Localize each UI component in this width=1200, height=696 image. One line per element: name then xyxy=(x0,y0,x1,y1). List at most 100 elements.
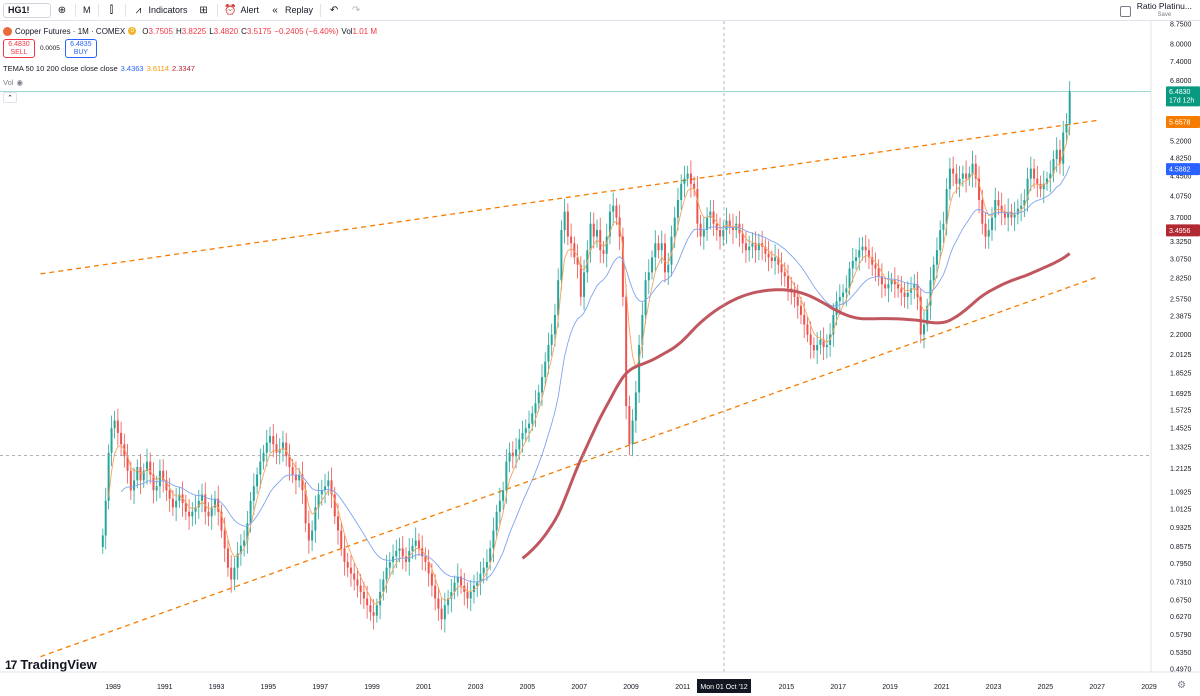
trendlines[interactable] xyxy=(40,119,1098,658)
candle-body xyxy=(155,486,158,491)
candle xyxy=(693,176,696,197)
alert-button[interactable]: ⏰ Alert xyxy=(220,0,265,21)
price-tick-label: 1.0925 xyxy=(1170,489,1192,496)
indicator-legend[interactable]: TEMA 50 10 200 close close close 3.4363 … xyxy=(3,62,377,74)
candle-body xyxy=(961,173,964,179)
sell-button[interactable]: 6.4830 SELL xyxy=(3,39,35,58)
layout-name[interactable]: Ratio Platinu... Save xyxy=(1119,2,1192,20)
tradingview-logo[interactable]: 17 TradingView xyxy=(5,657,97,672)
candle xyxy=(145,448,148,485)
candle-body xyxy=(311,530,314,541)
candle-body xyxy=(333,494,336,517)
price-tick-label: 2.8250 xyxy=(1170,276,1192,283)
candle-body xyxy=(696,189,699,224)
time-tick-label: 1999 xyxy=(364,684,380,691)
indicator-value-3: 2.3347 xyxy=(172,63,195,73)
candle xyxy=(994,187,997,231)
price-axis[interactable]: 8.7500 8.0000 7.4000 6.8000 5.2000 4.8250 4.45… xyxy=(1150,21,1200,696)
candle xyxy=(476,571,479,598)
candle xyxy=(165,470,168,501)
candle-body xyxy=(142,470,145,481)
candle-body xyxy=(171,498,174,508)
candle xyxy=(657,235,660,259)
close-key: C xyxy=(241,26,247,36)
symbol-search[interactable]: HG1! xyxy=(3,2,51,18)
candle xyxy=(900,276,903,306)
price-chart[interactable]: Mon 01 Oct '121.2835 8.7500 8.0000 7.4000 6… xyxy=(0,21,1200,696)
candle-body xyxy=(842,292,845,297)
buy-button[interactable]: 6.4835 BUY xyxy=(64,39,97,58)
candle xyxy=(443,592,446,633)
candle-body xyxy=(799,305,802,315)
candle xyxy=(333,487,336,525)
market-status-badge[interactable]: D xyxy=(128,27,137,35)
candle xyxy=(926,298,929,332)
candle-body xyxy=(395,550,398,557)
redo-button[interactable]: ↷ xyxy=(345,0,367,21)
candle-body xyxy=(388,561,391,568)
candle xyxy=(887,271,890,303)
candle-body xyxy=(259,461,262,475)
candle-body xyxy=(884,284,887,289)
candle xyxy=(246,510,249,554)
time-tick-label: 1997 xyxy=(312,684,328,691)
candle-body xyxy=(706,217,709,231)
candle-body xyxy=(518,439,521,450)
chart-type-button[interactable]: ⫿ xyxy=(101,0,123,21)
candle xyxy=(683,165,686,198)
candle-body xyxy=(210,507,213,517)
candle-body xyxy=(337,516,340,531)
candle-body xyxy=(974,163,977,179)
candle xyxy=(974,155,977,188)
undo-button[interactable]: ↶ xyxy=(323,0,345,21)
candle-body xyxy=(540,377,543,393)
candle-body xyxy=(362,591,365,599)
candle-body xyxy=(1039,183,1042,190)
candle xyxy=(502,481,505,510)
candle-body xyxy=(252,486,255,501)
open-key: O xyxy=(142,26,149,36)
candle xyxy=(460,568,463,594)
candle xyxy=(456,563,459,597)
candle xyxy=(634,380,637,433)
candle-body xyxy=(903,292,906,297)
collapse-legend-button[interactable]: ⌃ xyxy=(3,92,17,103)
candle-body xyxy=(1052,159,1055,174)
candle-body xyxy=(372,612,375,616)
candle xyxy=(210,494,213,530)
candle-body xyxy=(596,230,599,237)
candle xyxy=(307,510,310,554)
replay-button[interactable]: « Replay xyxy=(264,0,318,21)
candle-body xyxy=(165,480,168,491)
time-axis[interactable]: 1989 1991 1993 1995 1997 1999 2001 2003 2005 2007… xyxy=(0,671,1200,691)
chart-settings-button[interactable]: ⚙ xyxy=(1177,680,1186,691)
indicator-value-2: 3.6114 xyxy=(146,63,169,73)
interval-button[interactable]: M xyxy=(78,0,96,21)
candle-body xyxy=(997,200,1000,206)
layouts-button[interactable]: ⊞ xyxy=(193,0,215,21)
candle-body xyxy=(317,494,320,508)
candle xyxy=(236,542,239,580)
candle xyxy=(583,259,586,311)
candle xyxy=(987,218,990,249)
candle-body xyxy=(107,452,110,501)
candle xyxy=(855,249,858,270)
candle-body xyxy=(346,561,349,568)
candle-body xyxy=(492,530,495,549)
candle xyxy=(968,166,971,186)
candle xyxy=(1049,160,1052,193)
candle-body xyxy=(175,500,178,508)
candle-body xyxy=(301,474,304,491)
candle xyxy=(699,214,702,246)
candle xyxy=(741,223,744,254)
candle xyxy=(269,426,272,453)
volume-legend[interactable]: Vol ◉ xyxy=(3,76,377,88)
eye-icon[interactable]: ◉ xyxy=(16,77,23,87)
candle-body xyxy=(230,567,233,580)
candle-body xyxy=(430,573,433,586)
price-tick-label: 0.5790 xyxy=(1170,632,1192,639)
candle-body xyxy=(330,480,333,495)
candle-body xyxy=(398,548,401,551)
indicators-button[interactable]: ⩘ Indicators xyxy=(128,0,193,21)
add-symbol-button[interactable]: ⊕ xyxy=(51,0,73,21)
